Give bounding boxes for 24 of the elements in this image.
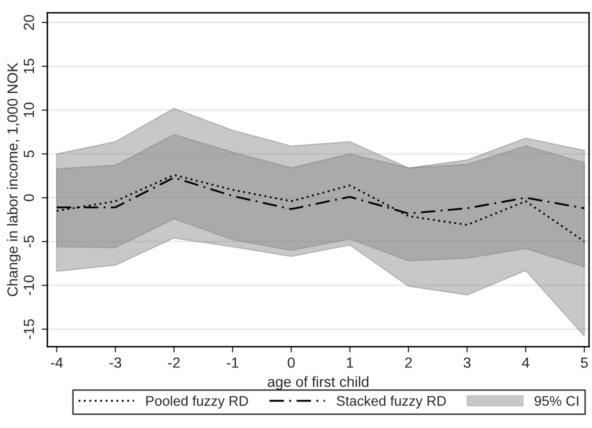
x-tick-label: -4: [50, 358, 63, 368]
x-tick-label: -3: [110, 357, 122, 368]
x-tick-label: 4: [522, 358, 530, 368]
y-tick-label: 0: [24, 194, 34, 202]
x-tick-label: 5: [580, 358, 588, 368]
y-axis-title: Change in labor income, 1,000 NOK: [6, 62, 21, 296]
y-tick-label: -10: [24, 275, 34, 296]
y-tick-label: -5: [24, 236, 34, 248]
legend-label: Stacked fuzzy RD: [336, 396, 446, 409]
y-tick-label: 20: [24, 14, 34, 30]
x-tick-label: 0: [288, 357, 295, 368]
text: 95% CI: [534, 396, 578, 406]
legend-label: Pooled fuzzy RD: [146, 396, 248, 409]
x-tick-label: -1: [226, 358, 238, 368]
x-tick-label: 3: [464, 357, 471, 368]
x-tick-label: -2: [168, 357, 180, 368]
y-tick-label: 5: [24, 150, 34, 158]
x-tick-label: 1: [346, 358, 354, 368]
y-tick-label: 10: [24, 102, 34, 118]
y-tick-label: 15: [24, 58, 34, 74]
x-tick-label: 2: [405, 357, 412, 368]
x-axis-title: age of first child: [268, 376, 368, 390]
line-series: [56, 174, 586, 242]
y-tick-label: -15: [24, 319, 34, 340]
